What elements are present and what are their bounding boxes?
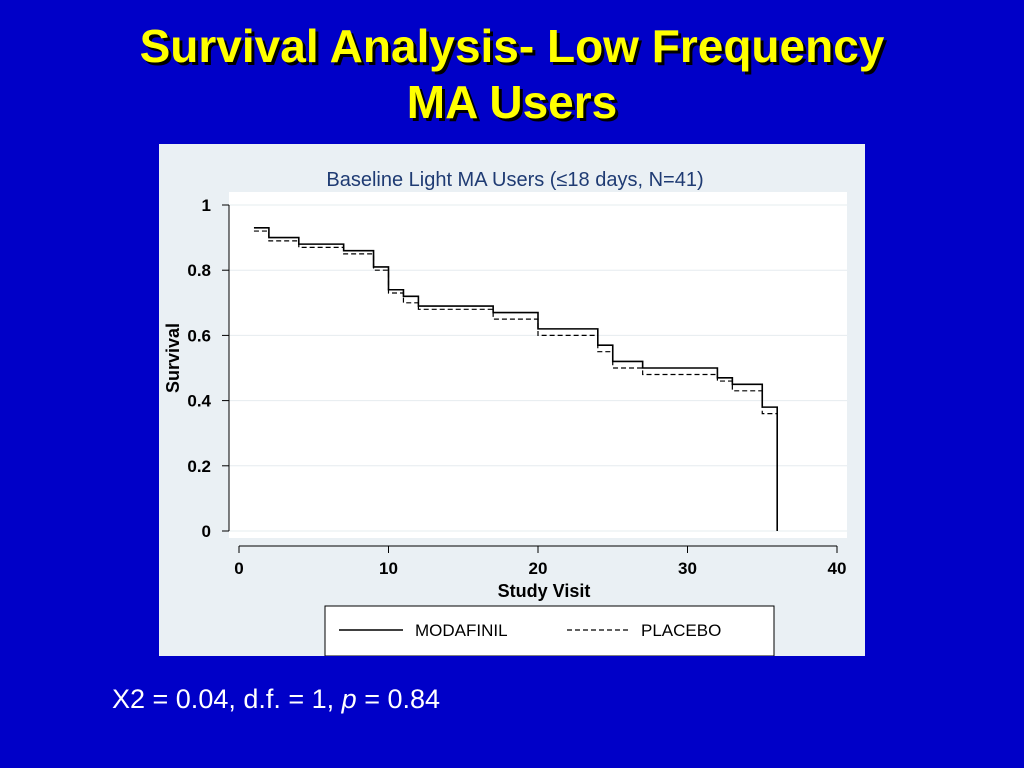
y-tick-label: 0.2 xyxy=(187,457,211,476)
x-tick-label: 40 xyxy=(828,559,847,578)
chart-title: Baseline Light MA Users (≤18 days, N=41) xyxy=(326,169,703,191)
y-tick-label: 1 xyxy=(202,196,211,215)
legend: MODAFINIL PLACEBO xyxy=(324,605,775,656)
y-tick-label: 0.6 xyxy=(187,326,211,345)
y-tick-label: 0.4 xyxy=(187,392,211,411)
legend-box xyxy=(324,605,775,656)
chi-square-result: X2 = 0.04, d.f. = 1, p = 0.84 xyxy=(112,684,440,715)
stats-prefix: X2 = 0.04, d.f. = 1, xyxy=(112,684,342,714)
slide-title-line2: MA Users xyxy=(406,76,618,128)
survival-chart: Baseline Light MA Users (≤18 days, N=41)… xyxy=(159,144,865,656)
x-axis-label: Study Visit xyxy=(498,581,591,601)
series-line-placebo xyxy=(253,230,778,531)
slide-title: Survival Analysis- Low Frequency MA User… xyxy=(0,18,1024,130)
x-tick-label: 30 xyxy=(678,559,697,578)
x-tick-label: 0 xyxy=(234,559,243,578)
stats-suffix: = 0.84 xyxy=(356,684,441,714)
y-axis-label: Survival xyxy=(163,323,183,393)
series-lines xyxy=(253,227,778,531)
y-tick-label: 0 xyxy=(202,522,211,541)
tick-labels: 00.20.40.60.810 10 20 30 40 xyxy=(187,196,846,578)
slide-title-line1: Survival Analysis- Low Frequency xyxy=(139,20,885,72)
legend-label-placebo: PLACEBO xyxy=(641,621,721,640)
plot-area xyxy=(229,192,847,538)
y-tick-label: 0.8 xyxy=(187,261,211,280)
x-tick-label: 20 xyxy=(529,559,548,578)
survival-chart-svg: Baseline Light MA Users (≤18 days, N=41)… xyxy=(163,169,847,656)
p-symbol: p xyxy=(341,684,357,714)
x-tick-label: 10 xyxy=(379,559,398,578)
axes xyxy=(222,204,838,553)
legend-label-modafinil: MODAFINIL xyxy=(415,621,508,640)
